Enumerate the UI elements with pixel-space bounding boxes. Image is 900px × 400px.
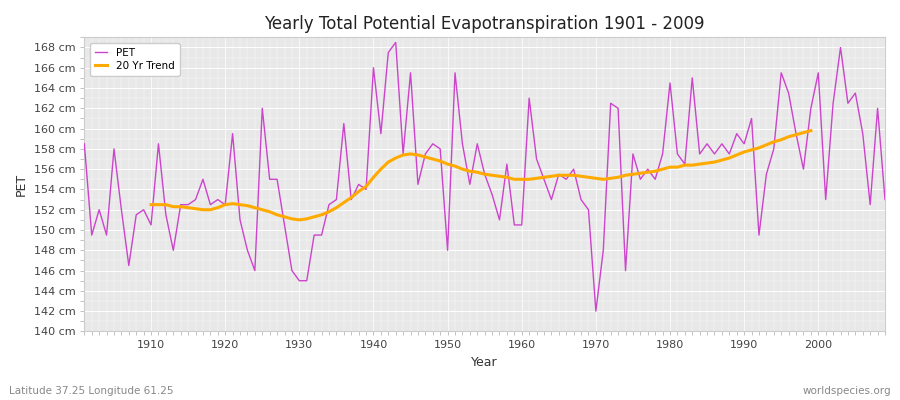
Line: 20 Yr Trend: 20 Yr Trend [151, 131, 811, 220]
X-axis label: Year: Year [472, 356, 498, 369]
PET [517, 222, 527, 227]
PET [620, 268, 631, 273]
Line: PET: PET [85, 42, 885, 311]
20 Yr Trend [302, 216, 312, 221]
Title: Yearly Total Potential Evapotranspiration 1901 - 2009: Yearly Total Potential Evapotranspiratio… [265, 15, 705, 33]
20 Yr Trend [517, 177, 527, 182]
Text: worldspecies.org: worldspecies.org [803, 386, 891, 396]
PET [590, 309, 601, 314]
Legend: PET, 20 Yr Trend: PET, 20 Yr Trend [89, 42, 179, 76]
20 Yr Trend [508, 177, 519, 182]
20 Yr Trend [606, 176, 616, 181]
Y-axis label: PET: PET [15, 173, 28, 196]
20 Yr Trend [346, 195, 356, 200]
PET [391, 40, 401, 45]
PET [139, 207, 149, 212]
PET [79, 142, 90, 146]
PET [524, 96, 535, 100]
PET [346, 197, 356, 202]
Text: Latitude 37.25 Longitude 61.25: Latitude 37.25 Longitude 61.25 [9, 386, 174, 396]
PET [879, 197, 890, 202]
PET [302, 278, 312, 283]
